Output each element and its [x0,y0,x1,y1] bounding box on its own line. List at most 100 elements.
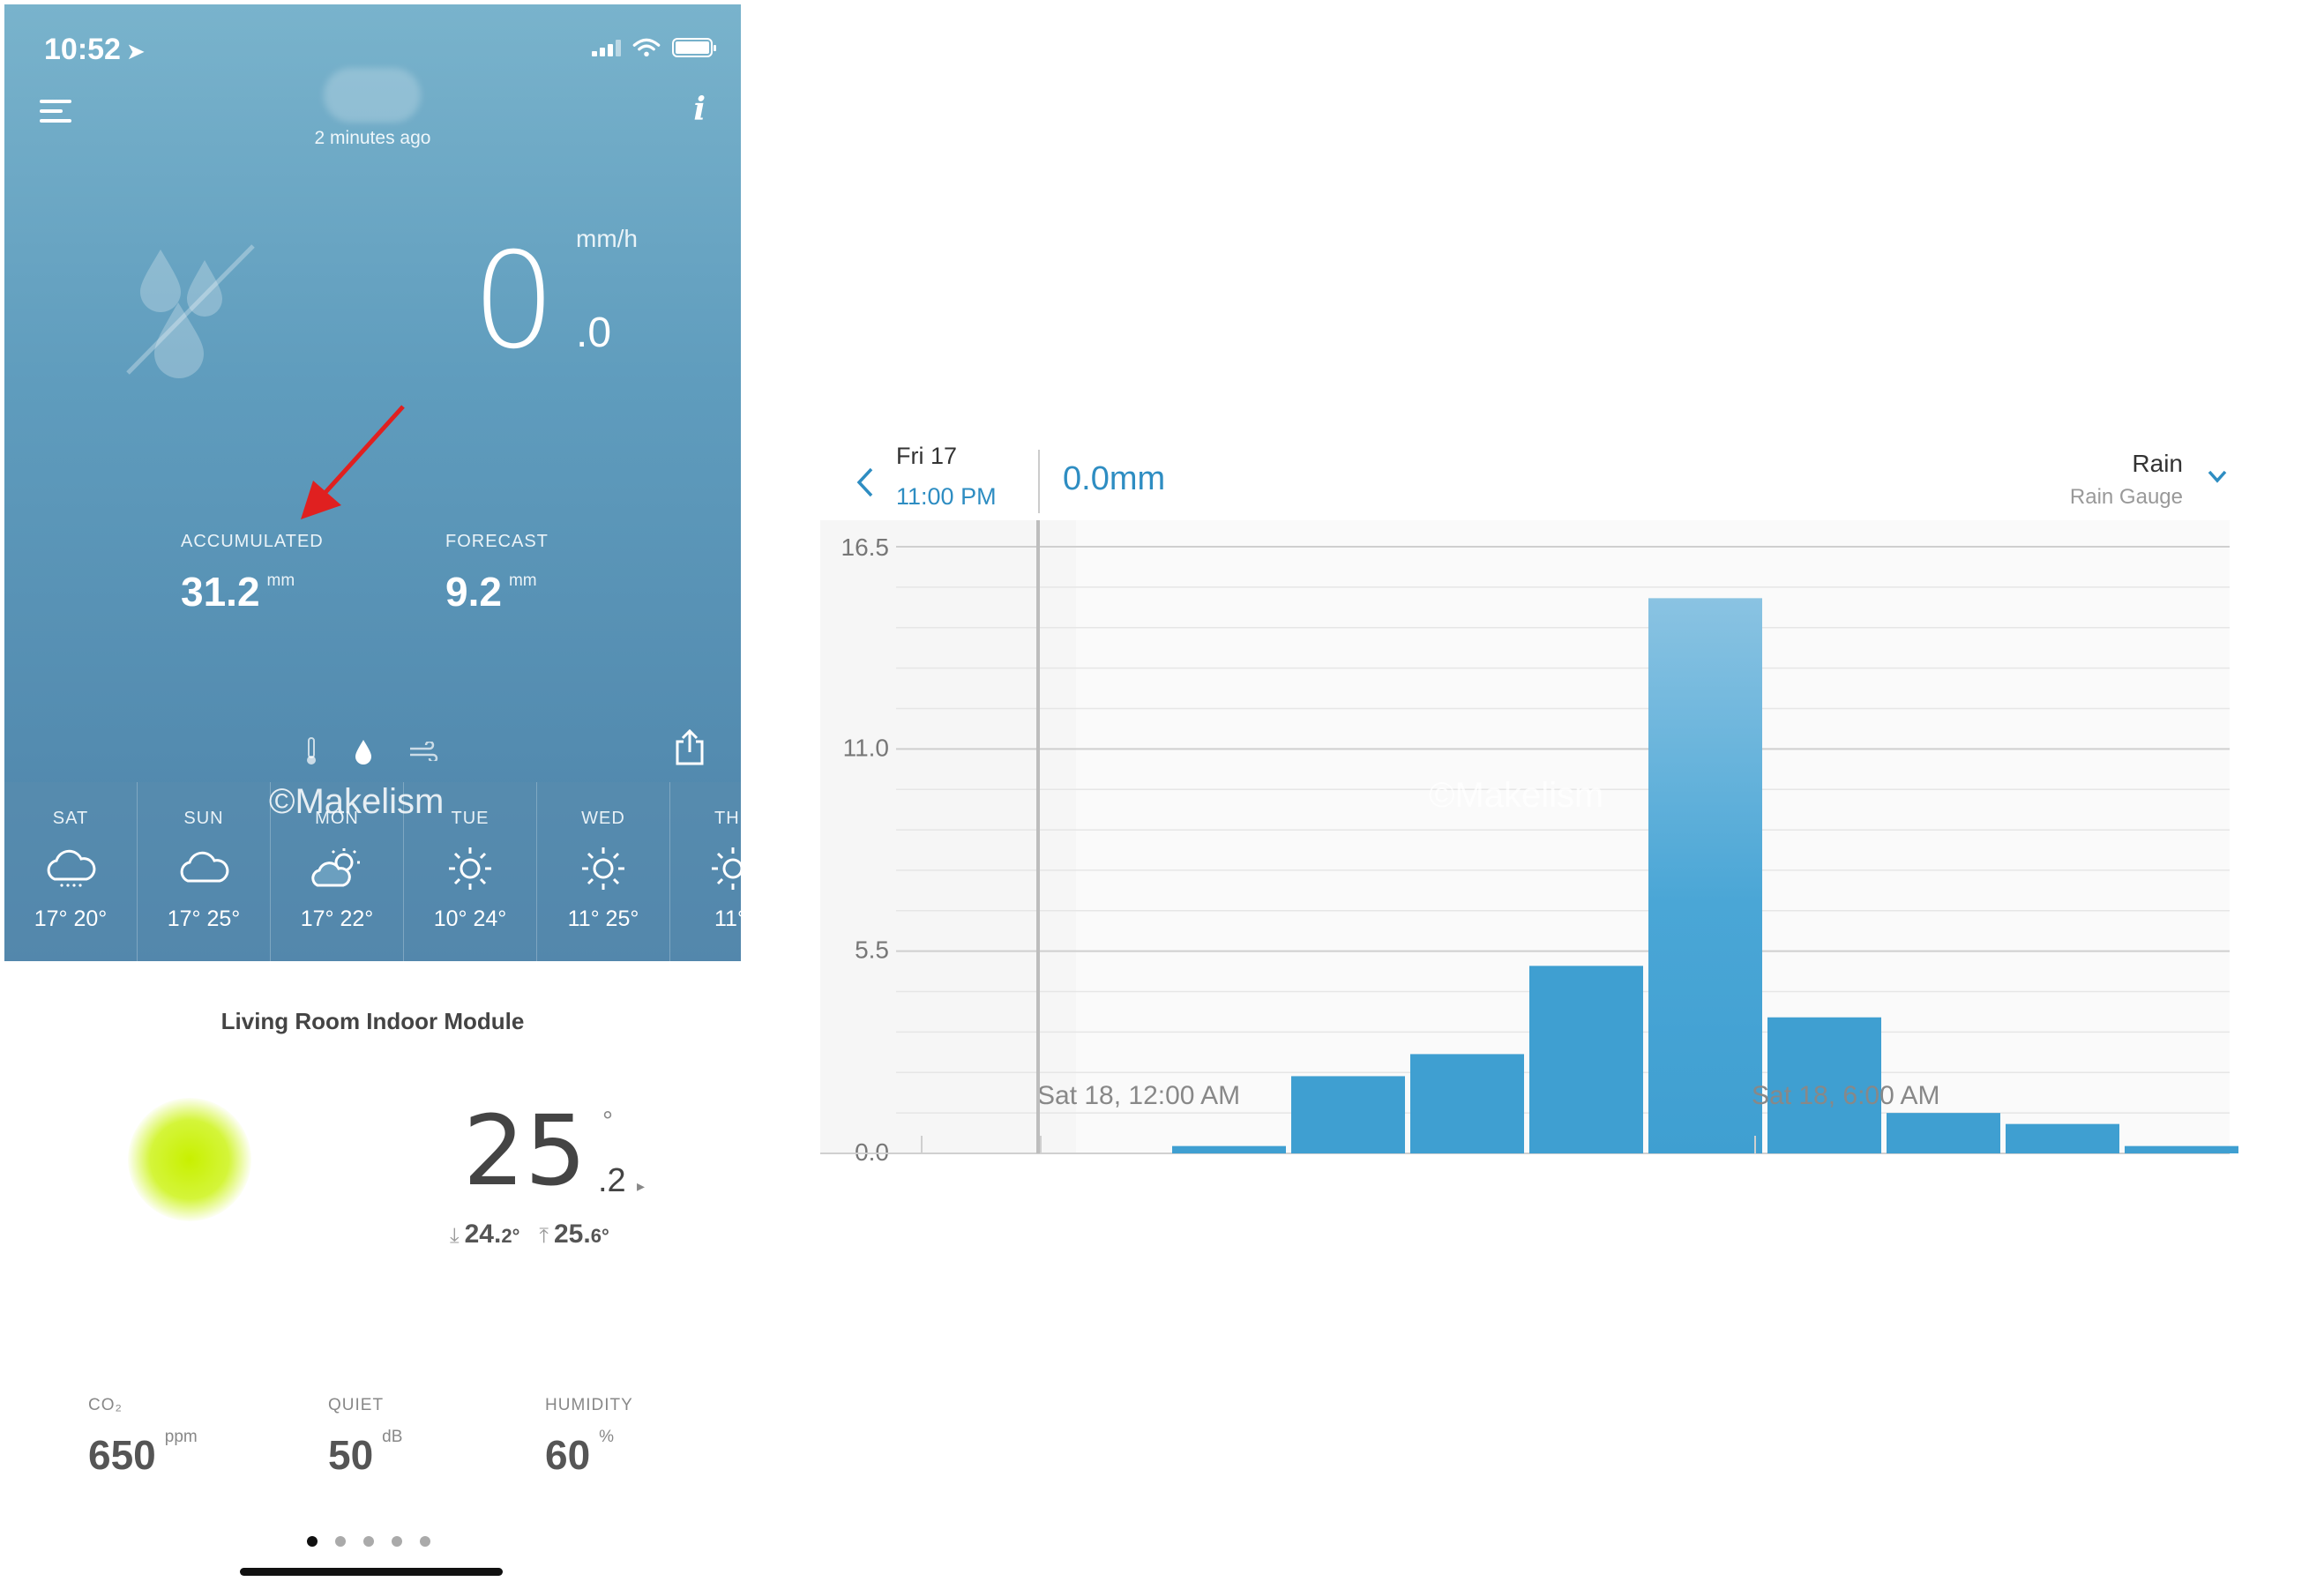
accumulated-label: ACCUMULATED [181,532,324,551]
rain-bar [1887,1113,2000,1153]
share-icon[interactable] [672,729,707,766]
humidity-unit: % [599,1428,615,1446]
watermark: ©Makelism [269,782,445,821]
day-name: MON [315,809,359,828]
temp-min: ⤓ 24.2° [450,1220,520,1249]
day-temps: 11° 25° [567,906,639,931]
page-dot[interactable] [363,1536,374,1547]
no-rain-icon [126,244,255,378]
rain-bar [2125,1145,2238,1153]
temp-max: ⤒ 25.6° [539,1220,609,1249]
rain-bar [2006,1123,2119,1153]
noise-metric: QUIET 50 dB [328,1396,402,1479]
header-divider [1038,450,1040,513]
rain-bar-chart[interactable]: 16.5 11.0 5.5 0.0 Sat 18, 12:00 AM Sat 18, 6:… [820,520,2253,1173]
page-dot[interactable] [307,1536,318,1547]
y-tick-label: 5.5 [855,936,889,964]
info-icon[interactable]: i [693,91,706,128]
wind-icon[interactable] [408,742,438,761]
chart-watermark: ©Makelism [1429,776,1604,815]
arrow-down-icon: ⤓ [450,1224,460,1248]
forecast-stat: FORECAST 9.2 mm [445,532,549,615]
chevron-right-icon[interactable]: ▸ [637,1177,646,1195]
forecast-day[interactable]: WED 11° 25° [537,782,670,961]
status-icons [592,38,716,57]
station-name-blurred [324,68,421,123]
cloud-rain-icon [47,849,96,887]
chevron-down-icon[interactable] [2206,467,2229,485]
partly-cloudy-icon [311,848,360,887]
rain-bar [1410,1054,1524,1153]
forecast-day[interactable]: SUN 17° 25° [138,782,271,961]
x-axis-label: Sat 18, 6:00 AM [1752,1081,1939,1110]
y-tick-label: 11.0 [843,734,889,761]
arrow-up-icon: ⤒ [539,1224,549,1248]
page-dot[interactable] [420,1536,430,1547]
rain-gauge-panel: 10:52 ➤ i 2 minutes ago mm/h 0 .0 ACCUMUL… [4,4,741,961]
day-temps: 17° 20° [34,906,108,931]
forecast-day[interactable]: TH 11° [670,782,741,961]
page-dot[interactable] [392,1536,402,1547]
noise-unit: dB [382,1428,403,1446]
y-tick-label: 16.5 [841,533,890,561]
noise-label: QUIET [328,1396,385,1414]
rain-drop-icon[interactable] [354,738,373,765]
phone-screen: 10:52 ➤ i 2 minutes ago mm/h 0 .0 ACCUMUL… [0,0,745,1589]
co2-label: CO₂ [88,1396,123,1414]
indoor-temp-decimal: .2 [598,1162,626,1199]
forecast-day[interactable]: MON 17° 22° [271,782,404,961]
rain-bar [1648,598,1762,1153]
page-indicator[interactable] [307,1536,430,1547]
noise-value: 50 [328,1432,374,1478]
co2-value: 650 [88,1432,156,1478]
rain-bar [1172,1145,1286,1153]
forecast-label: FORECAST [445,532,549,551]
menu-icon[interactable] [40,100,71,124]
day-temps: 17° 22° [300,906,374,931]
day-name: SUN [183,809,224,828]
selected-date: Fri 17 [896,443,958,469]
chevron-left-icon[interactable] [854,466,875,499]
home-indicator[interactable] [240,1568,503,1576]
rain-rate-decimal: .0 [576,310,612,356]
forecast-unit: mm [508,571,537,590]
rain-chart-panel: Fri 17 11:00 PM 0.0mm Rain Rain Gauge 16… [820,432,2253,1182]
rain-bar [1767,1017,1881,1153]
day-name: WED [581,809,625,828]
humidity-metric: HUMIDITY 60% [545,1396,633,1479]
location-arrow-icon: ➤ [125,38,146,64]
red-arrow-annotation [301,405,405,519]
y-tick-label: 0.0 [855,1138,889,1166]
rain-bar [1529,966,1643,1153]
mode-switcher [304,736,438,766]
temp-min-max: ⤓ 24.2° ⤒ 25.6° [450,1220,609,1250]
sun-icon [449,847,491,890]
battery-icon [672,38,716,57]
selected-time: 11:00 PM [896,483,997,510]
cloud-icon [180,851,229,883]
day-temps: 17° 25° [167,906,241,931]
forecast-value: 9.2 [445,569,502,615]
wifi-icon [632,38,661,57]
rain-rate-integer: 0 [472,225,557,378]
forecast-day[interactable]: SAT 17° 20° [4,782,138,961]
last-updated: 2 minutes ago [314,128,431,148]
indoor-temp-degree: ° [602,1107,613,1136]
day-name: TH [714,809,740,828]
sun-icon [582,847,624,890]
day-name: SAT [52,809,89,828]
accumulated-value: 31.2 [181,569,260,615]
humidity-label: HUMIDITY [545,1396,633,1414]
metric-selector[interactable]: Rain Rain Gauge [2070,450,2183,510]
page-dot[interactable] [335,1536,346,1547]
thermometer-icon[interactable] [304,736,318,766]
metric-source: Rain Gauge [2069,485,2183,509]
indoor-module-title: Living Room Indoor Module [220,1008,525,1034]
co2-metric: CO₂ 650 ppm [88,1396,198,1479]
forecast-day[interactable]: TUE 10° 24° [404,782,537,961]
accumulated-stat: ACCUMULATED 31.2 mm [181,532,324,615]
selected-value: 0.0mm [1063,460,1166,497]
humidity-value: 60 [545,1432,591,1478]
daily-forecast-strip: SAT 17° 20° SUN 17° 25° MON 17° 22° TUE … [4,782,741,961]
x-axis-label: Sat 18, 12:00 AM [1037,1081,1240,1110]
